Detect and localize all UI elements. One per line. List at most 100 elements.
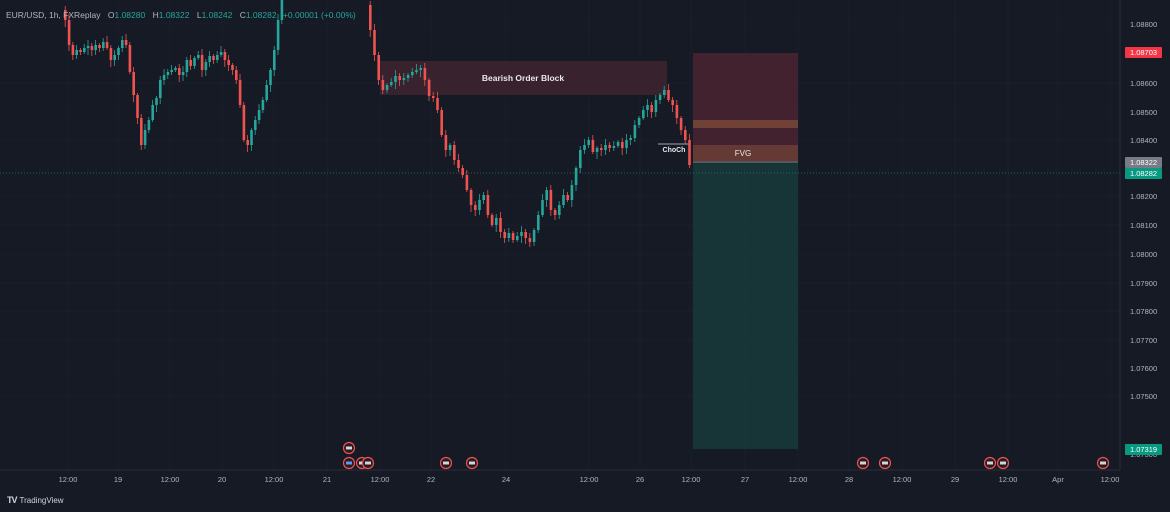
- time-tick-label: 12:00: [580, 475, 599, 484]
- candle: [642, 106, 645, 120]
- current-price-tag: 1.08282: [1125, 168, 1162, 179]
- candle: [637, 116, 641, 128]
- candle: [486, 190, 490, 218]
- candle: [419, 65, 422, 77]
- take-profit-zone[interactable]: [693, 162, 798, 449]
- choch-label: ChoCh: [663, 147, 686, 154]
- candle: [574, 166, 578, 191]
- flag-event-icon[interactable]: [878, 456, 892, 470]
- candle: [227, 55, 230, 71]
- price-tick-label: 1.08400: [1130, 136, 1157, 145]
- flag-event-icon[interactable]: [983, 456, 997, 470]
- symbol-label[interactable]: EUR/USD, 1h, FXReplay: [6, 10, 101, 20]
- flag-event-icon[interactable]: [342, 441, 356, 455]
- candle: [83, 44, 86, 54]
- target-price-tag: 1.07319: [1125, 444, 1162, 455]
- candle: [600, 144, 603, 156]
- change-value: +0.00001 (+0.00%): [282, 10, 356, 20]
- flag-event-icon[interactable]: [996, 456, 1010, 470]
- candle: [124, 34, 128, 48]
- fvg-zone-upper[interactable]: [693, 120, 798, 128]
- candle: [94, 40, 97, 55]
- event-markers[interactable]: [342, 441, 1110, 470]
- candle: [608, 142, 611, 152]
- time-tick-label: 12:00: [789, 475, 808, 484]
- candle: [212, 54, 215, 64]
- candle: [181, 66, 185, 81]
- candle: [549, 185, 553, 216]
- candle: [254, 116, 257, 135]
- candle: [562, 189, 565, 208]
- candle: [140, 114, 143, 150]
- candle: [453, 141, 456, 165]
- time-tick-label: 12:00: [161, 475, 180, 484]
- tradingview-brand[interactable]: TV TradingView: [7, 495, 64, 505]
- candle: [469, 188, 473, 212]
- candle: [143, 124, 147, 149]
- candle: [398, 73, 401, 86]
- candle: [75, 45, 78, 59]
- brand-name: TradingView: [19, 495, 64, 505]
- candle: [591, 135, 595, 154]
- candle: [679, 116, 683, 135]
- time-tick-label: 12:00: [999, 475, 1018, 484]
- candle: [79, 48, 82, 55]
- candle: [136, 93, 139, 124]
- candle: [507, 228, 511, 242]
- candle: [528, 233, 532, 247]
- candle: [98, 43, 101, 52]
- candle: [629, 135, 632, 145]
- time-tick-label: Apr: [1052, 475, 1064, 484]
- candle: [587, 137, 590, 148]
- annotation-labels: Bearish Order Block ChoCh FVG: [482, 73, 751, 158]
- candle: [671, 97, 674, 112]
- price-tick-label: 1.08000: [1130, 250, 1157, 259]
- candle: [246, 135, 249, 152]
- candle: [200, 49, 204, 77]
- price-tick-label: 1.07700: [1130, 336, 1157, 345]
- candle: [541, 194, 544, 217]
- time-tick-label: 22: [427, 475, 435, 484]
- candle: [444, 130, 448, 157]
- candle: [105, 36, 109, 50]
- candle: [71, 42, 75, 60]
- candle: [675, 100, 679, 124]
- candle: [238, 74, 242, 108]
- flag-event-icon[interactable]: [1096, 456, 1110, 470]
- time-axis[interactable]: 12:00 19 12:00 20 12:00 21 12:00 22 24 12:00 26 12:…: [0, 469, 1120, 484]
- time-tick-label: 12:00: [59, 475, 78, 484]
- candle: [440, 107, 443, 137]
- candle: [223, 49, 227, 67]
- candle: [185, 57, 189, 77]
- candle: [558, 201, 561, 219]
- candle: [415, 64, 418, 74]
- candle: [595, 146, 599, 159]
- flag-event-icon[interactable]: [439, 456, 453, 470]
- flag-event-icon[interactable]: [342, 456, 356, 470]
- candle: [208, 51, 211, 67]
- price-tick-label: 1.08500: [1130, 108, 1157, 117]
- fvg-zone[interactable]: [693, 145, 798, 161]
- candle: [516, 232, 519, 242]
- candle: [621, 138, 624, 155]
- price-axis[interactable]: 1.08800 1.08600 1.08500 1.08400 1.08200 1.081…: [1119, 0, 1157, 470]
- candle: [658, 93, 662, 104]
- drawing-zones: [0, 53, 1120, 449]
- flag-event-icon[interactable]: [465, 456, 479, 470]
- candle: [612, 141, 616, 151]
- candle: [276, 14, 280, 55]
- flag-event-icon[interactable]: [361, 456, 375, 470]
- time-tick-label: 12:00: [371, 475, 390, 484]
- candles: [64, 0, 691, 247]
- candle: [457, 154, 460, 172]
- price-tick-label: 1.08200: [1130, 192, 1157, 201]
- candle: [650, 102, 653, 118]
- ohlc-legend: EUR/USD, 1h, FXReplay O1.08280 H1.08322 …: [6, 10, 356, 20]
- time-tick-label: 20: [218, 475, 226, 484]
- candle: [121, 36, 124, 52]
- stop-loss-zone[interactable]: [693, 53, 798, 162]
- candle: [684, 126, 687, 144]
- flag-event-icon[interactable]: [856, 456, 870, 470]
- candle: [667, 84, 670, 102]
